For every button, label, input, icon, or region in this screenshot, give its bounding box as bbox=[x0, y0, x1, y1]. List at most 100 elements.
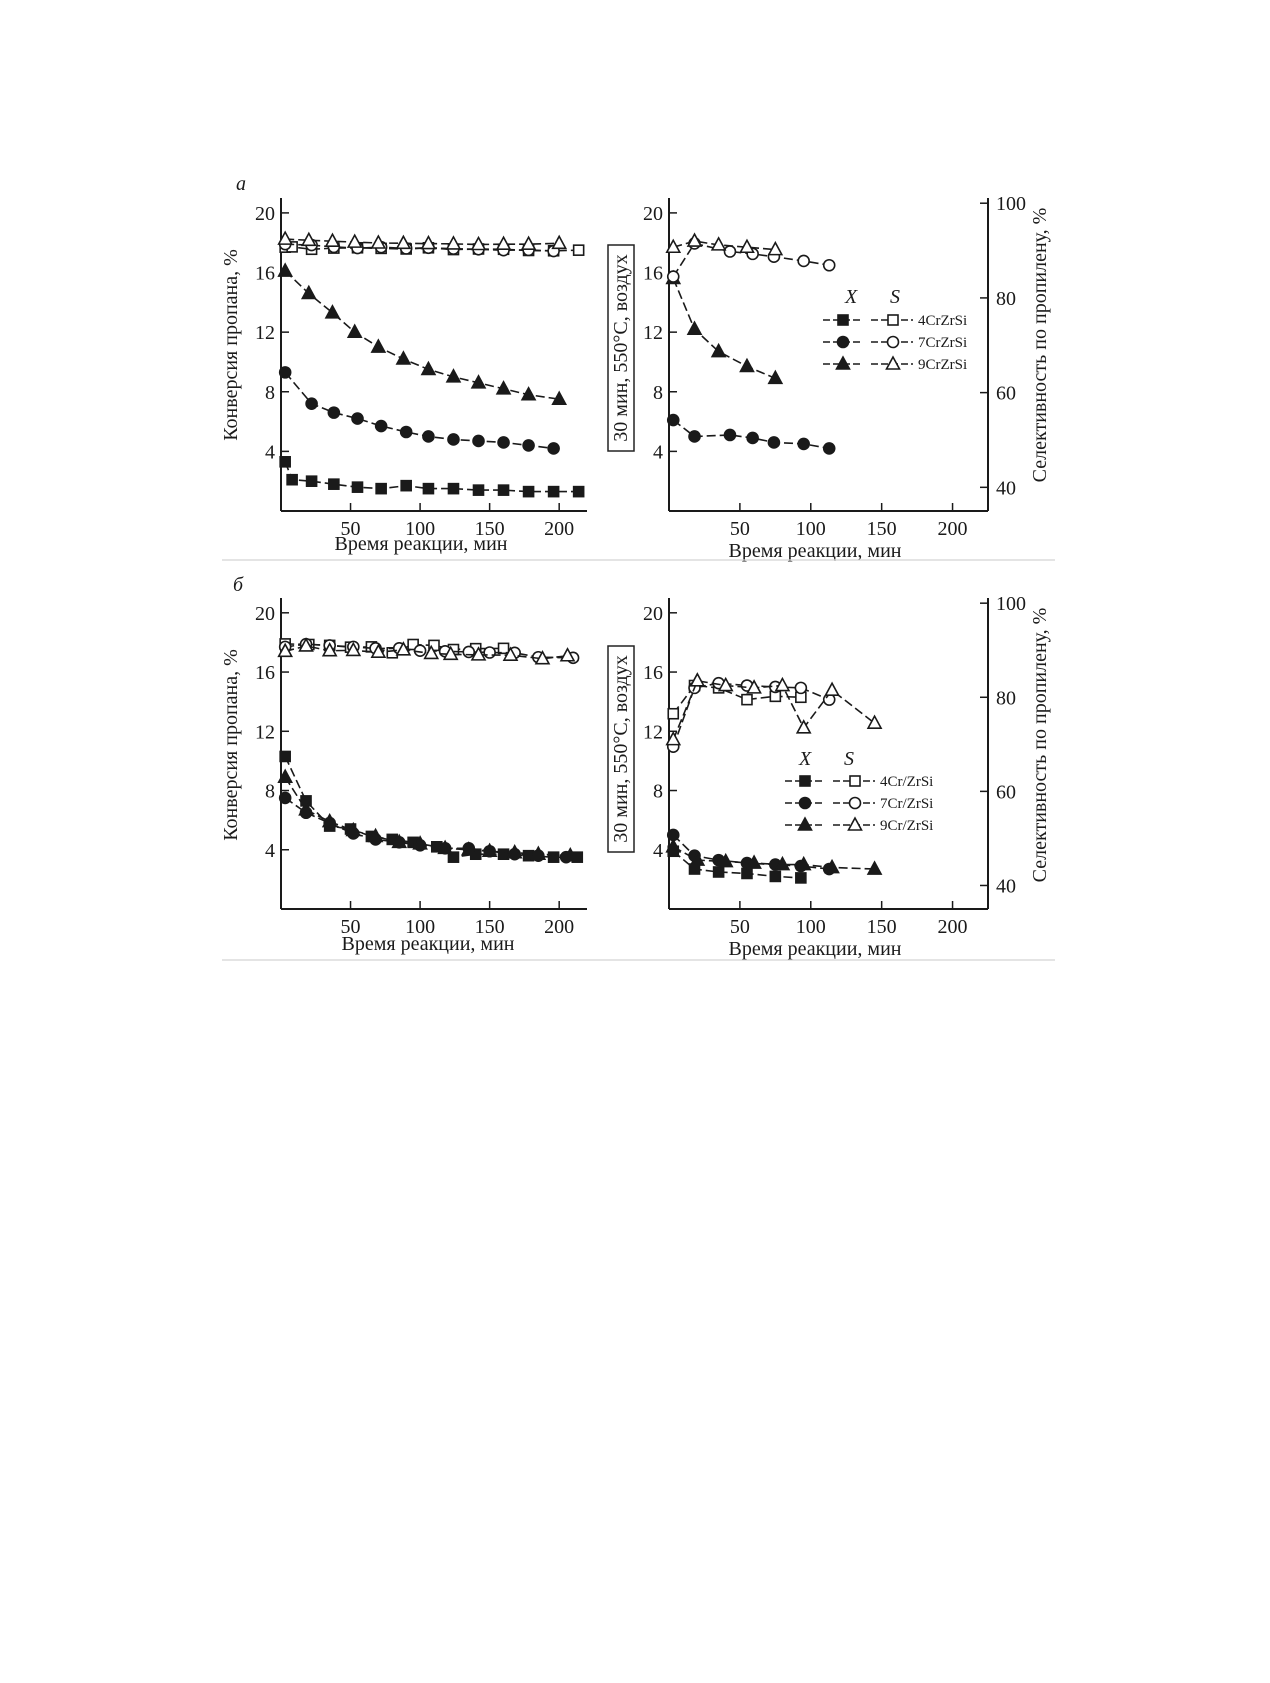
data-point bbox=[422, 430, 435, 443]
data-point bbox=[551, 234, 568, 250]
data-point bbox=[351, 412, 364, 425]
data-point bbox=[391, 833, 408, 849]
x-tick-label: 200 bbox=[544, 916, 574, 938]
data-point bbox=[298, 637, 314, 652]
data-point bbox=[470, 374, 487, 389]
panel-a-condition-box bbox=[607, 244, 635, 452]
data-point bbox=[665, 838, 682, 853]
data-point bbox=[300, 231, 317, 247]
legend-marker-s bbox=[886, 335, 900, 349]
data-point bbox=[412, 835, 428, 850]
data-point bbox=[472, 434, 485, 448]
legend-marker-x bbox=[837, 314, 849, 326]
data-point bbox=[495, 235, 512, 251]
data-point bbox=[481, 842, 498, 858]
data-point bbox=[534, 650, 551, 665]
data-point bbox=[559, 647, 576, 662]
data-point bbox=[774, 676, 791, 692]
data-point bbox=[278, 791, 292, 805]
data-point bbox=[321, 812, 338, 828]
legend-label: 7CrZrSi bbox=[918, 335, 967, 351]
chart-а-left: 4 8 12 16 20 50 100 150 200 bbox=[255, 198, 587, 540]
panel-a-xlabel-left: Время реакции, мин bbox=[335, 533, 508, 555]
legend-head-s: S bbox=[890, 286, 900, 308]
data-point bbox=[324, 304, 341, 319]
data-point bbox=[351, 481, 364, 493]
data-point bbox=[774, 855, 791, 871]
data-point bbox=[710, 236, 727, 251]
series-9crzrsi-x bbox=[277, 262, 568, 406]
panel-b-ylabel-left: Конверсия пропана, % bbox=[220, 649, 242, 841]
data-point bbox=[665, 238, 682, 254]
panel-a-condition-label: 30 мин, 550°С, воздух bbox=[610, 254, 632, 441]
data-point bbox=[520, 235, 537, 251]
x-tick-label: 50 bbox=[730, 916, 750, 938]
y2-tick-label: 40 bbox=[996, 477, 1016, 499]
legend-marker-s bbox=[847, 816, 863, 831]
data-point bbox=[470, 235, 487, 251]
legend-item-4crzrsi: 4CrZrSi bbox=[823, 313, 967, 329]
data-point bbox=[447, 433, 460, 446]
panel-a-xlabel-right: Время реакции, мин bbox=[729, 540, 902, 562]
data-point bbox=[445, 235, 462, 250]
data-point bbox=[797, 437, 810, 451]
data-point bbox=[689, 851, 706, 866]
x-tick-label: 100 bbox=[405, 518, 435, 540]
data-point bbox=[688, 430, 701, 443]
legend-head-x: X bbox=[844, 286, 858, 308]
series-4crzrsi-x bbox=[279, 456, 585, 498]
data-point bbox=[767, 369, 784, 385]
data-point bbox=[824, 681, 840, 697]
data-point bbox=[277, 642, 294, 658]
data-point bbox=[300, 284, 317, 300]
y-tick-label: 4 bbox=[265, 441, 275, 463]
x-tick-label: 150 bbox=[867, 518, 897, 540]
data-point bbox=[445, 368, 462, 383]
data-point bbox=[746, 679, 762, 694]
data-point bbox=[686, 232, 703, 247]
legend-label: 4CrZrSi bbox=[918, 313, 967, 329]
data-point bbox=[666, 413, 680, 427]
y-tick-label: 20 bbox=[643, 203, 663, 225]
series-9crzrsi-s bbox=[277, 230, 568, 251]
data-point bbox=[717, 676, 734, 692]
legend-label: 9CrZrSi bbox=[918, 357, 967, 373]
legend-item-9cr-zrsi: 9Cr/ZrSi bbox=[785, 816, 933, 834]
data-point bbox=[767, 436, 781, 449]
data-point bbox=[795, 719, 812, 734]
y-tick-label: 12 bbox=[643, 721, 663, 743]
data-point bbox=[866, 860, 883, 875]
data-point bbox=[795, 855, 812, 871]
data-point bbox=[665, 730, 682, 746]
y2-tick-label: 60 bbox=[996, 781, 1016, 803]
data-point bbox=[741, 867, 753, 880]
y-tick-label: 8 bbox=[653, 781, 663, 803]
data-point bbox=[346, 233, 363, 248]
y-tick-label: 4 bbox=[265, 840, 275, 862]
legend-label: 4Cr/ZrSi bbox=[880, 774, 933, 790]
data-point bbox=[462, 645, 476, 659]
panel-b-condition-label: 30 мин, 550°С, воздух bbox=[610, 655, 632, 842]
data-point bbox=[710, 342, 727, 358]
legend-marker-x bbox=[836, 335, 850, 349]
y-tick-label: 20 bbox=[255, 603, 275, 625]
panel-a-letter: а bbox=[236, 173, 246, 195]
data-point bbox=[794, 681, 808, 695]
legend-marker-x bbox=[799, 775, 811, 787]
data-point bbox=[712, 866, 725, 878]
x-tick-label: 50 bbox=[730, 518, 750, 540]
data-point bbox=[345, 821, 362, 837]
legend-head-x: X bbox=[798, 748, 812, 770]
data-point bbox=[400, 479, 412, 492]
data-point bbox=[279, 750, 291, 763]
panel-b-xlabel-right: Время реакции, мин bbox=[729, 938, 902, 960]
data-point bbox=[305, 475, 318, 487]
y2-tick-label: 80 bbox=[996, 687, 1016, 709]
data-point bbox=[472, 484, 485, 496]
data-point bbox=[822, 442, 836, 455]
x-tick-label: 150 bbox=[867, 916, 897, 938]
data-point bbox=[746, 854, 762, 869]
data-point bbox=[407, 638, 419, 651]
data-point bbox=[298, 801, 314, 816]
data-point bbox=[547, 442, 560, 455]
